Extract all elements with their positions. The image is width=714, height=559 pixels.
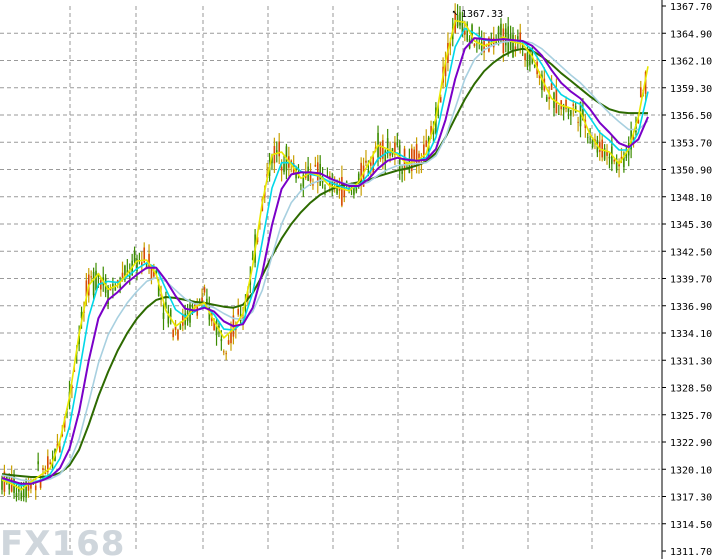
ma-cyan-line [1, 27, 649, 487]
y-tick-label: 1350.90 [670, 166, 712, 177]
y-tick-label: 1325.70 [670, 411, 712, 422]
y-tick-label: 1356.50 [670, 111, 712, 122]
y-tick-label: 1353.70 [670, 138, 712, 149]
y-tick-label: 1348.10 [670, 193, 712, 204]
grid [0, 6, 660, 551]
price-axis: 1367.70 1364.90 1362.10 1359.30 1356.50 1353.… [662, 2, 712, 558]
ma-fast-line [1, 19, 649, 491]
moving-averages [1, 19, 649, 491]
y-tick-label: 1367.70 [670, 2, 712, 13]
y-tick-label: 1334.10 [670, 329, 712, 340]
y-tick-label: 1336.90 [670, 302, 712, 313]
y-tick-label: 1328.50 [670, 384, 712, 395]
peak-arrow-icon: ↖ [452, 7, 458, 18]
y-tick-label: 1331.30 [670, 356, 712, 367]
ma-purple-line [1, 37, 649, 485]
y-tick-label: 1314.50 [670, 520, 712, 531]
y-tick-label: 1320.10 [670, 465, 712, 476]
peak-label: 1367.33 [461, 9, 503, 20]
y-tick-label: 1322.90 [670, 438, 712, 449]
y-tick-label: 1359.30 [670, 84, 712, 95]
y-tick-label: 1362.10 [670, 57, 712, 68]
y-tick-label: 1342.50 [670, 247, 712, 258]
ma-slow-line [1, 47, 648, 478]
watermark-logo: FX168 [0, 524, 125, 559]
y-tick-label: 1311.70 [670, 547, 712, 558]
y-tick-label: 1339.70 [670, 275, 712, 286]
y-tick-label: 1317.30 [670, 493, 712, 504]
y-tick-label: 1364.90 [670, 29, 712, 40]
peak-marker: ↖ 1367.33 [452, 7, 503, 20]
y-tick-label: 1345.30 [670, 220, 712, 231]
